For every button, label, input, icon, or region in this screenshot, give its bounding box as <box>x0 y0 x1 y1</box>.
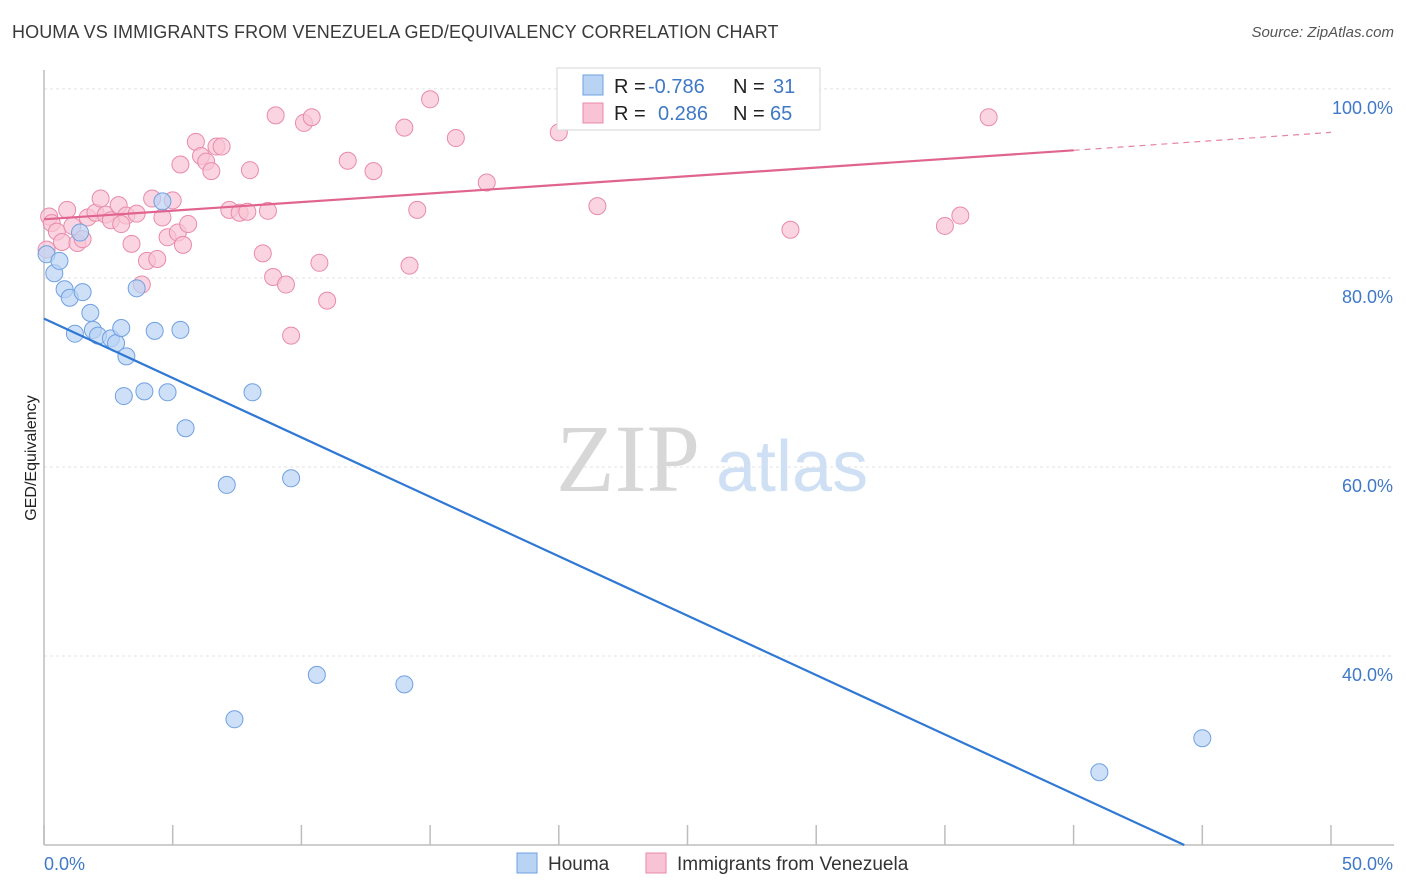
venezuela-point <box>238 202 257 221</box>
venezuela-point <box>364 162 383 181</box>
venezuela-point <box>781 220 800 239</box>
bottom-legend: Houma Immigrants from Venezuela <box>516 852 909 875</box>
houma-point <box>71 223 90 242</box>
venezuela-point <box>588 197 607 216</box>
venezuela-point <box>240 161 259 180</box>
houma-point <box>127 279 146 298</box>
houma-point <box>81 303 100 322</box>
houma-point <box>73 283 92 302</box>
venezuela-point <box>951 206 970 225</box>
legend-n-label-houma: N = <box>733 76 765 98</box>
legend-r-label-venezuela: R = <box>614 103 646 125</box>
venezuela-trend-line-extension <box>1073 131 1332 151</box>
venezuela-point <box>202 162 221 181</box>
venezuela-point <box>253 244 272 263</box>
bottom-legend-swatch-houma <box>516 852 538 874</box>
venezuela-point <box>122 234 141 253</box>
legend-r-value-venezuela: 0.286 <box>658 103 708 125</box>
venezuela-point <box>212 137 231 156</box>
venezuela-point <box>266 106 285 125</box>
venezuela-point <box>173 235 192 254</box>
venezuela-point <box>91 189 110 208</box>
venezuela-point <box>58 200 77 219</box>
x-tick-label-min: 0.0% <box>44 854 85 874</box>
x-tick-label-max: 50.0% <box>1342 854 1393 874</box>
legend-swatch-houma <box>582 74 604 96</box>
venezuela-point <box>979 108 998 127</box>
houma-point <box>395 675 414 694</box>
venezuela-point <box>179 215 198 234</box>
venezuela-point <box>477 173 496 192</box>
chart-source: Source: ZipAtlas.com <box>1251 24 1394 41</box>
legend-r-value-houma: -0.786 <box>648 76 705 98</box>
y-tick-label: 80.0% <box>1342 287 1393 307</box>
venezuela-trend-line <box>43 149 1074 221</box>
chart-title: HOUMA VS IMMIGRANTS FROM VENEZUELA GED/E… <box>12 22 779 42</box>
trend-lines <box>43 131 1332 846</box>
legend-r-label-houma: R = <box>614 76 646 98</box>
x-axis-ticks <box>43 825 1332 845</box>
y-tick-labels: 40.0% 60.0% 80.0% 100.0% <box>1332 98 1393 685</box>
venezuela-point <box>446 129 465 148</box>
legend-n-value-venezuela: 65 <box>770 103 792 125</box>
houma-point <box>145 321 164 340</box>
venezuela-point <box>400 256 419 275</box>
venezuela-point <box>421 90 440 109</box>
houma-point <box>243 383 262 402</box>
houma-point <box>135 382 154 401</box>
houma-trend-line <box>43 317 1185 846</box>
venezuela-point <box>112 215 131 234</box>
houma-point <box>217 475 236 494</box>
y-tick-label: 60.0% <box>1342 476 1393 496</box>
watermark-zip: ZIP <box>556 405 700 512</box>
bottom-legend-label-venezuela: Immigrants from Venezuela <box>677 854 909 875</box>
houma-point <box>114 387 133 406</box>
venezuela-point <box>318 291 337 310</box>
watermark-atlas: atlas <box>716 427 868 507</box>
venezuela-point <box>53 233 72 252</box>
legend-swatch-venezuela <box>582 102 604 124</box>
venezuela-point <box>395 118 414 137</box>
venezuela-point <box>258 201 277 220</box>
legend-n-label-venezuela: N = <box>733 103 765 125</box>
houma-point <box>1193 729 1212 748</box>
bottom-legend-swatch-venezuela <box>645 852 667 874</box>
y-tick-label: 40.0% <box>1342 665 1393 685</box>
houma-point <box>307 665 326 684</box>
venezuela-point <box>148 250 167 269</box>
venezuela-point <box>171 155 190 174</box>
houma-point <box>158 383 177 402</box>
series-venezuela-points <box>37 78 998 345</box>
houma-point <box>171 320 190 339</box>
houma-point <box>153 192 172 211</box>
bottom-legend-label-houma: Houma <box>548 854 610 875</box>
venezuela-point <box>935 216 954 235</box>
legend-n-value-houma: 31 <box>773 76 795 98</box>
houma-point <box>50 251 69 270</box>
series-houma-points <box>37 192 1212 782</box>
venezuela-point <box>310 253 329 272</box>
houma-point <box>282 469 301 488</box>
top-legend: R = -0.786 N = 31 R = 0.286 N = 65 <box>556 67 821 131</box>
y-tick-label: 100.0% <box>1332 98 1393 118</box>
venezuela-point <box>276 275 295 294</box>
y-axis-label: GED/Equivalency <box>23 395 40 520</box>
venezuela-point <box>282 326 301 345</box>
venezuela-point <box>338 151 357 170</box>
venezuela-point <box>302 108 321 127</box>
houma-point <box>225 710 244 729</box>
venezuela-point <box>408 200 427 219</box>
houma-point <box>112 319 131 338</box>
houma-point <box>1090 763 1109 782</box>
houma-point <box>176 419 195 438</box>
